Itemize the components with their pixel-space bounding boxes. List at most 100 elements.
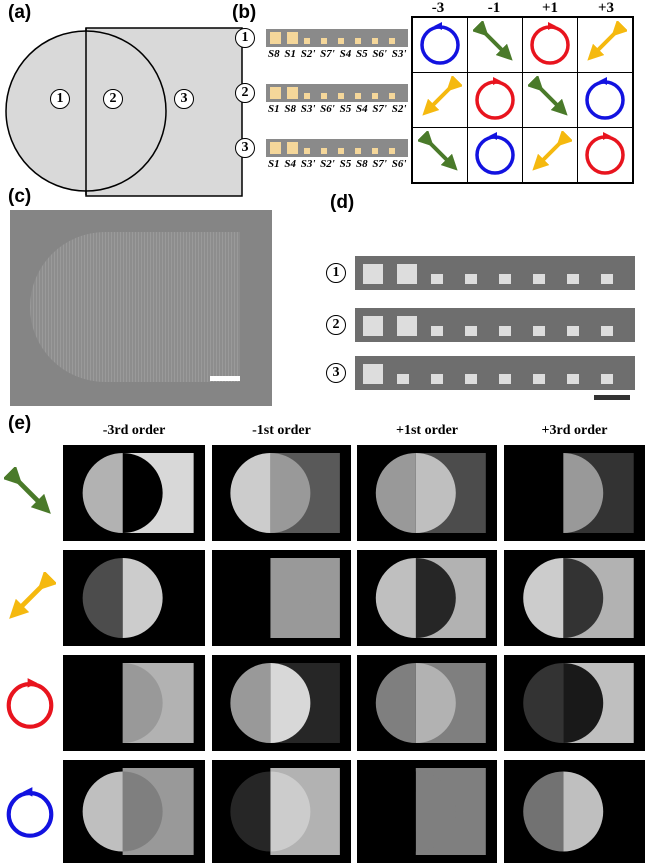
lcp-red-cell: [467, 72, 523, 128]
linear-yellow-cell: [411, 72, 468, 128]
panel-a-label: (a): [8, 2, 32, 23]
row-number-3: 3: [235, 138, 255, 158]
row-number-2: 2: [235, 83, 255, 103]
nanostructure: [363, 264, 383, 284]
nanostructure: [397, 316, 417, 336]
circular-polarization-icon: [4, 677, 56, 734]
diffraction-image: [63, 655, 205, 751]
region-3-label: 3: [174, 89, 194, 109]
table-column-headers: -3 -1 +1 +3: [410, 0, 634, 17]
nanostructure: [338, 148, 344, 154]
sem-unit-cell-strip: [355, 256, 635, 290]
nanostructure: [499, 326, 511, 336]
nanostructure: [355, 93, 361, 99]
sem-unit-cell-strip: [355, 308, 635, 342]
nanostructure: [499, 274, 511, 284]
nanostructure: [304, 38, 310, 44]
nanostructure: [321, 148, 327, 154]
circular-polarization-icon: [473, 131, 517, 179]
diffraction-image: [357, 550, 497, 646]
linear-polarization-icon: [2, 465, 56, 524]
nanostructure: [465, 274, 477, 284]
linear-polarization-icon: [418, 74, 464, 124]
nanostructure: [601, 274, 613, 284]
nanostructure: [304, 148, 310, 154]
region-1-label: 1: [50, 89, 70, 109]
nanostructure: [270, 87, 281, 99]
nanostructure: [601, 374, 613, 384]
linear-polarization-icon: [471, 19, 517, 69]
panel-a-diagram: [5, 27, 243, 197]
nanostructure: [287, 32, 298, 44]
nanostructure: [338, 93, 344, 99]
table-row: [411, 16, 634, 73]
diffraction-image: [212, 655, 351, 751]
lcp-red-cell: [577, 127, 634, 184]
nanostructure: [533, 374, 545, 384]
row-number-1: 1: [235, 28, 255, 48]
col-header: -1: [487, 0, 501, 16]
element-sequence: S1 S4 S3' S2' S5 S8 S7' S6': [268, 158, 407, 170]
nanostructure: [363, 316, 383, 336]
nanostructure: [397, 374, 409, 384]
diffraction-image: [504, 445, 645, 541]
rcp-blue-cell: [411, 16, 468, 73]
row-number-2: 2: [326, 315, 346, 335]
linear-polarization-icon: [526, 74, 572, 124]
linear-yellow-cell: [577, 16, 634, 73]
diffraction-image: [212, 445, 351, 541]
nanostructure: [321, 93, 327, 99]
nanostructure: [431, 326, 443, 336]
col-header: -3: [431, 0, 445, 16]
linear-green-cell: [411, 127, 468, 184]
panel-c-label: (c): [8, 186, 32, 207]
sem-image-overview: [10, 210, 272, 406]
nanostructure: [431, 274, 443, 284]
diffraction-image: [212, 550, 351, 646]
nanostructure: [397, 264, 417, 284]
linear-yellow-cell: [522, 127, 578, 184]
circular-polarization-icon: [473, 76, 517, 124]
row-number-1: 1: [326, 263, 346, 283]
unit-cell-strip: [266, 139, 408, 157]
diffraction-image: [357, 655, 497, 751]
rcp-blue-cell: [467, 127, 523, 184]
nanostructure: [355, 148, 361, 154]
nanostructure: [270, 142, 281, 154]
nanostructure: [499, 374, 511, 384]
diffraction-image: [357, 445, 497, 541]
nanostructure: [372, 38, 378, 44]
nanostructure: [533, 274, 545, 284]
table-row: [411, 72, 634, 128]
nanostructure: [567, 274, 579, 284]
nanostructure: [355, 38, 361, 44]
circular-polarization-icon: [583, 76, 627, 124]
nanostructure: [372, 93, 378, 99]
diffraction-image: [504, 655, 645, 751]
diffraction-image: [63, 760, 205, 863]
row-number-3: 3: [326, 363, 346, 383]
panel-d-label: (d): [330, 192, 355, 213]
linear-polarization-icon: [583, 19, 629, 69]
polarization-table: [411, 16, 634, 184]
nanostructure: [363, 364, 383, 384]
unit-cell-strip: [266, 29, 408, 47]
element-sequence: S8 S1 S2' S7' S4 S5 S6' S3': [268, 48, 407, 60]
region-2-label: 2: [103, 89, 123, 109]
linear-polarization-icon: [4, 570, 58, 629]
diffraction-image: [357, 760, 497, 863]
panel-b-label: (b): [232, 2, 257, 23]
diffraction-image: [212, 760, 351, 863]
nanostructure: [321, 38, 327, 44]
diffraction-image: [504, 760, 645, 863]
nanostructure: [389, 38, 395, 44]
nanostructure: [567, 326, 579, 336]
nanostructure: [338, 38, 344, 44]
diffraction-image: [504, 550, 645, 646]
nanostructure: [287, 87, 298, 99]
col-header: +1: [541, 0, 559, 16]
scale-bar: [210, 376, 240, 381]
circular-polarization-icon: [583, 131, 627, 179]
col-header: +3: [597, 0, 615, 16]
linear-green-cell: [467, 16, 523, 73]
